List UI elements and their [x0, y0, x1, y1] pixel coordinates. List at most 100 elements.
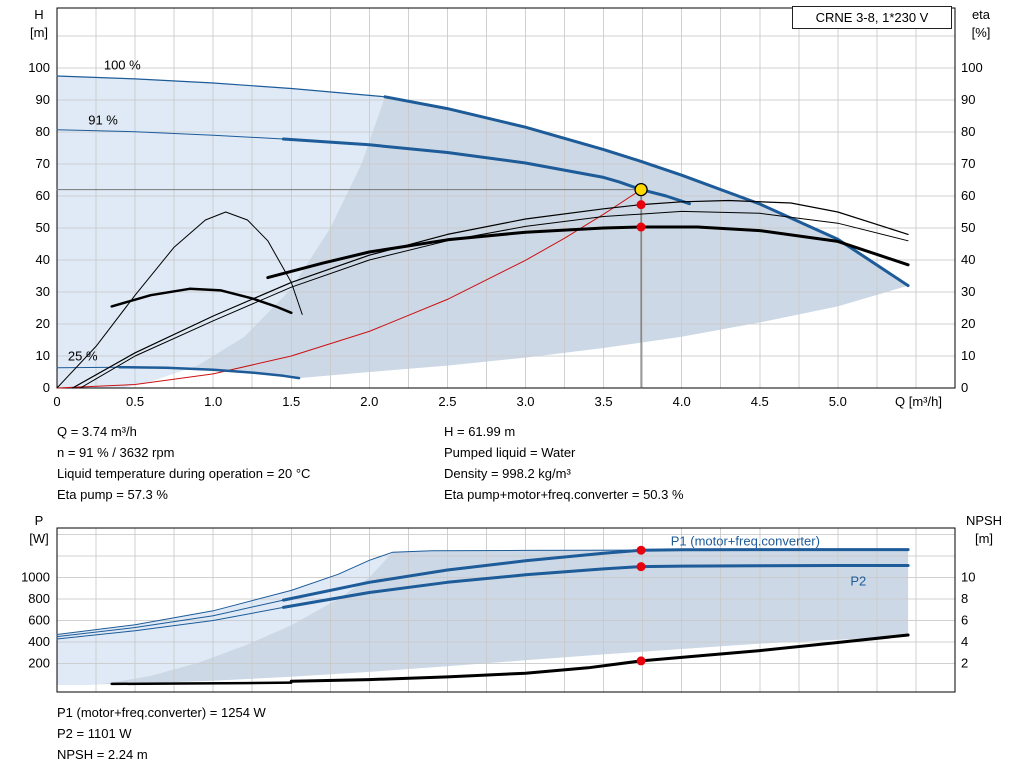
tick-label: 1.5 — [282, 394, 300, 409]
qh-efficiency-chart: 100 % 91 % 25 % 0 0.5 1.0 1.5 2.0 2.5 3.0 3.5 4.0 4.… — [28, 7, 991, 409]
info-line: n = 91 % / 3632 rpm — [57, 445, 175, 460]
tick-label: 40 — [36, 252, 50, 267]
eta-total-curve — [266, 225, 910, 280]
eta-pump-curve-2 — [79, 210, 909, 389]
label-25pct: 25 % — [68, 348, 98, 363]
npsh-low-speed-curve — [110, 681, 293, 686]
npsh-curve — [289, 633, 910, 683]
tick-label: 10 — [36, 348, 50, 363]
info-line: Eta pump+motor+freq.converter = 50.3 % — [444, 487, 684, 502]
qh-91pct-curve-thin — [56, 129, 284, 140]
tick-label: 800 — [28, 591, 50, 606]
tick-label: 600 — [28, 613, 50, 628]
tick-label: 4.5 — [751, 394, 769, 409]
tick-label: 70 — [961, 156, 975, 171]
info-line: Density = 998.2 kg/m³ — [444, 466, 571, 481]
plot-border — [56, 7, 956, 389]
label-p2: P2 — [850, 574, 866, 589]
qh-100pct-curve-thin — [56, 75, 386, 98]
eta-total-marker — [636, 222, 646, 232]
tick-label: 70 — [36, 156, 50, 171]
qh-25pct-curve — [118, 365, 301, 380]
tick-label: 20 — [36, 316, 50, 331]
tick-label: 3.5 — [595, 394, 613, 409]
axis-unit-label: NPSH — [966, 513, 1002, 528]
power-npsh-info: P1 (motor+freq.converter) = 1254 W P2 = 1… — [57, 702, 266, 765]
info-line: P1 (motor+freq.converter) = 1254 W — [57, 705, 266, 720]
p1-curve — [281, 548, 910, 602]
info-line: Pumped liquid = Water — [444, 445, 576, 460]
tick-label: 4 — [961, 634, 968, 649]
tick-label: 4.0 — [673, 394, 691, 409]
tick-label: 1.0 — [204, 394, 222, 409]
tick-label: 2.0 — [360, 394, 378, 409]
qh-91pct-curve — [281, 137, 691, 206]
eta-reduced-speed-curve — [56, 211, 303, 389]
tick-label: 80 — [961, 124, 975, 139]
tick-label: 80 — [36, 124, 50, 139]
axis-unit-label: [m] — [30, 25, 48, 40]
tick-label: 8 — [961, 591, 968, 606]
info-line: P2 = 1101 W — [57, 726, 132, 741]
info-line: Liquid temperature during operation = 20… — [57, 466, 311, 481]
system-curve — [56, 189, 642, 389]
p2-curve — [281, 564, 910, 609]
label-91pct: 91 % — [88, 113, 118, 128]
eta-low-speed-curve — [110, 287, 293, 315]
tick-label: 20 — [961, 316, 975, 331]
plot-border — [56, 527, 956, 693]
eta-pump-marker — [636, 200, 646, 210]
tick-label: 0.5 — [126, 394, 144, 409]
axis-unit-label: [W] — [29, 531, 49, 546]
tick-label: 50 — [36, 220, 50, 235]
info-line: NPSH = 2.24 m — [57, 747, 148, 762]
x-axis-label: Q [m³/h] — [895, 394, 942, 409]
tick-label: 10 — [961, 348, 975, 363]
axis-unit-label: eta — [972, 7, 991, 22]
label-100pct: 100 % — [104, 58, 141, 73]
tick-label: 30 — [36, 284, 50, 299]
p1-marker — [636, 545, 646, 555]
tick-label: 2.5 — [438, 394, 456, 409]
reduced-speed-area — [57, 76, 385, 388]
info-line: H = 61.99 m — [444, 424, 516, 439]
label-p1: P1 (motor+freq.converter) — [671, 533, 820, 548]
tick-label: 30 — [961, 284, 975, 299]
duty-point-marker — [634, 182, 648, 197]
power-envelope-area — [57, 549, 909, 685]
tick-label: 3.0 — [516, 394, 534, 409]
tick-label: 0 — [43, 380, 50, 395]
axis-unit-label: [m] — [975, 531, 993, 546]
p2-marker — [636, 562, 646, 572]
tick-label: 60 — [36, 188, 50, 203]
tick-label: 100 — [961, 60, 983, 75]
p1-low-speed-curve — [56, 599, 284, 638]
power-npsh-chart: P1 (motor+freq.converter)P21000800600400… — [21, 513, 1002, 693]
tick-label: 60 — [961, 188, 975, 203]
duty-point-info-left: Q = 3.74 m³/h n = 91 % / 3632 rpm Liquid t… — [57, 421, 310, 505]
tick-label: 400 — [28, 634, 50, 649]
p2-low-speed-curve — [56, 606, 284, 640]
tick-label: 40 — [961, 252, 975, 267]
npsh-marker — [636, 656, 646, 666]
tick-label: 1000 — [21, 570, 50, 585]
axis-unit-label: P — [35, 513, 44, 528]
tick-label: 200 — [28, 656, 50, 671]
tick-label: 5.0 — [829, 394, 847, 409]
pump-model-badge: CRNE 3-8, 1*230 V — [792, 6, 952, 29]
info-line: Q = 3.74 m³/h — [57, 424, 137, 439]
qh-100pct-max-curve — [383, 95, 910, 288]
tick-label: 90 — [36, 92, 50, 107]
power-envelope-top-curve — [56, 549, 909, 635]
axis-unit-label: [%] — [972, 25, 991, 40]
pump-model-label: CRNE 3-8, 1*230 V — [815, 10, 929, 25]
duty-point-info-right: H = 61.99 m Pumped liquid = Water Density … — [444, 421, 684, 505]
tick-label: 90 — [961, 92, 975, 107]
tick-label: 10 — [961, 570, 975, 585]
axis-unit-label: H — [34, 7, 43, 22]
tick-label: 50 — [961, 220, 975, 235]
tick-label: 100 — [28, 60, 50, 75]
tick-label: 2 — [961, 656, 968, 671]
tick-label: 0 — [53, 394, 60, 409]
